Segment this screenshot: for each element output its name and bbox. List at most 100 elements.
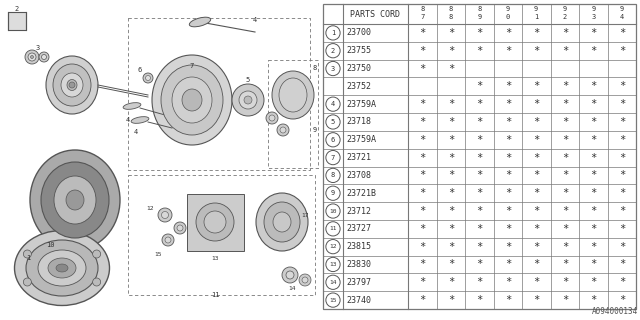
Text: 6: 6 (331, 137, 335, 143)
Circle shape (277, 124, 289, 136)
Text: *: * (533, 242, 540, 252)
Text: *: * (562, 277, 568, 287)
Text: *: * (476, 28, 483, 38)
Text: 14: 14 (329, 280, 337, 285)
Text: *: * (590, 81, 596, 91)
Ellipse shape (161, 65, 223, 135)
Text: *: * (419, 64, 426, 74)
Text: 1: 1 (331, 30, 335, 36)
Circle shape (93, 250, 100, 258)
Text: 23740: 23740 (346, 296, 371, 305)
Circle shape (326, 168, 340, 182)
Circle shape (143, 73, 153, 83)
Ellipse shape (41, 162, 109, 238)
Text: *: * (562, 224, 568, 234)
Text: *: * (619, 171, 625, 180)
Text: *: * (476, 135, 483, 145)
Text: *: * (590, 260, 596, 269)
Text: *: * (504, 260, 511, 269)
Text: *: * (533, 171, 540, 180)
Text: 8: 8 (331, 172, 335, 179)
Text: *: * (419, 153, 426, 163)
Text: 1: 1 (534, 14, 538, 20)
Circle shape (174, 222, 186, 234)
Circle shape (69, 82, 75, 88)
Text: *: * (419, 242, 426, 252)
Text: *: * (447, 153, 454, 163)
Text: *: * (533, 260, 540, 269)
Text: *: * (533, 188, 540, 198)
Text: *: * (619, 224, 625, 234)
Ellipse shape (182, 89, 202, 111)
Text: 23718: 23718 (346, 117, 371, 126)
Text: 23815: 23815 (346, 242, 371, 251)
FancyBboxPatch shape (8, 12, 26, 30)
Ellipse shape (66, 190, 84, 210)
Text: *: * (533, 153, 540, 163)
Text: *: * (504, 46, 511, 56)
Circle shape (326, 150, 340, 165)
Ellipse shape (256, 193, 308, 251)
Ellipse shape (272, 71, 314, 119)
Circle shape (244, 96, 252, 104)
Text: *: * (447, 277, 454, 287)
Text: *: * (619, 242, 625, 252)
Text: 23797: 23797 (346, 278, 371, 287)
Text: *: * (562, 81, 568, 91)
Text: *: * (619, 188, 625, 198)
Circle shape (326, 275, 340, 289)
Text: *: * (562, 99, 568, 109)
Text: *: * (476, 171, 483, 180)
Text: *: * (419, 135, 426, 145)
Ellipse shape (26, 240, 98, 296)
Text: 3: 3 (591, 14, 595, 20)
Circle shape (326, 133, 340, 147)
Text: 23721: 23721 (346, 153, 371, 162)
Text: *: * (504, 206, 511, 216)
Text: *: * (419, 28, 426, 38)
Text: 2: 2 (331, 48, 335, 54)
Text: *: * (590, 117, 596, 127)
Circle shape (326, 222, 340, 236)
Text: *: * (476, 224, 483, 234)
Text: *: * (504, 135, 511, 145)
FancyBboxPatch shape (187, 194, 244, 251)
Text: 23759A: 23759A (346, 135, 376, 144)
Text: 15: 15 (154, 252, 162, 258)
Circle shape (302, 277, 308, 283)
Text: *: * (419, 295, 426, 305)
Circle shape (280, 127, 286, 133)
Text: *: * (562, 28, 568, 38)
Text: *: * (590, 277, 596, 287)
Text: *: * (476, 277, 483, 287)
Text: *: * (562, 135, 568, 145)
Ellipse shape (152, 55, 232, 145)
Text: *: * (419, 224, 426, 234)
Text: *: * (533, 81, 540, 91)
Text: 11: 11 (329, 226, 337, 231)
Text: *: * (562, 206, 568, 216)
Circle shape (93, 278, 100, 286)
Text: 5: 5 (246, 77, 250, 83)
Text: *: * (619, 153, 625, 163)
Text: *: * (590, 206, 596, 216)
Text: 7: 7 (420, 14, 424, 20)
Circle shape (326, 61, 340, 76)
Text: 8: 8 (449, 14, 453, 20)
Text: *: * (562, 117, 568, 127)
Text: *: * (476, 188, 483, 198)
Circle shape (326, 204, 340, 218)
Text: 1: 1 (26, 255, 30, 261)
Text: *: * (447, 295, 454, 305)
Text: *: * (619, 277, 625, 287)
Text: *: * (562, 242, 568, 252)
Circle shape (23, 250, 31, 258)
Text: 8: 8 (449, 6, 453, 12)
Circle shape (326, 26, 340, 40)
Text: *: * (504, 295, 511, 305)
Ellipse shape (15, 230, 109, 306)
Ellipse shape (279, 78, 307, 112)
Text: 2: 2 (563, 14, 567, 20)
Text: *: * (476, 295, 483, 305)
Ellipse shape (61, 73, 83, 97)
